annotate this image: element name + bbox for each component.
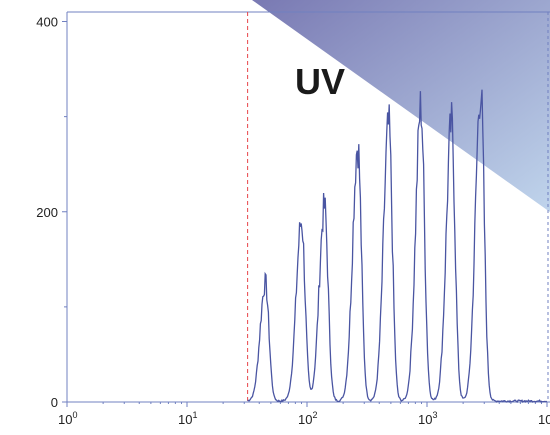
- histogram-series-line: [247, 89, 548, 404]
- axis-ticks: [62, 21, 548, 407]
- uv-annotation: UV: [295, 61, 345, 102]
- x-tick-label: 101: [178, 410, 197, 427]
- y-tick-label: 400: [36, 15, 58, 30]
- x-tick-label: 102: [298, 410, 317, 427]
- x-tick-label: 103: [418, 410, 437, 427]
- y-tick-label: 200: [36, 205, 58, 220]
- y-tick-label: 0: [51, 395, 58, 410]
- uv-gradient-wedge: [252, 0, 550, 212]
- x-tick-label: 104: [538, 410, 550, 427]
- axis-tick-labels: 100 101 102 103 104 0 200 400: [36, 15, 550, 427]
- x-tick-label: 100: [58, 410, 77, 427]
